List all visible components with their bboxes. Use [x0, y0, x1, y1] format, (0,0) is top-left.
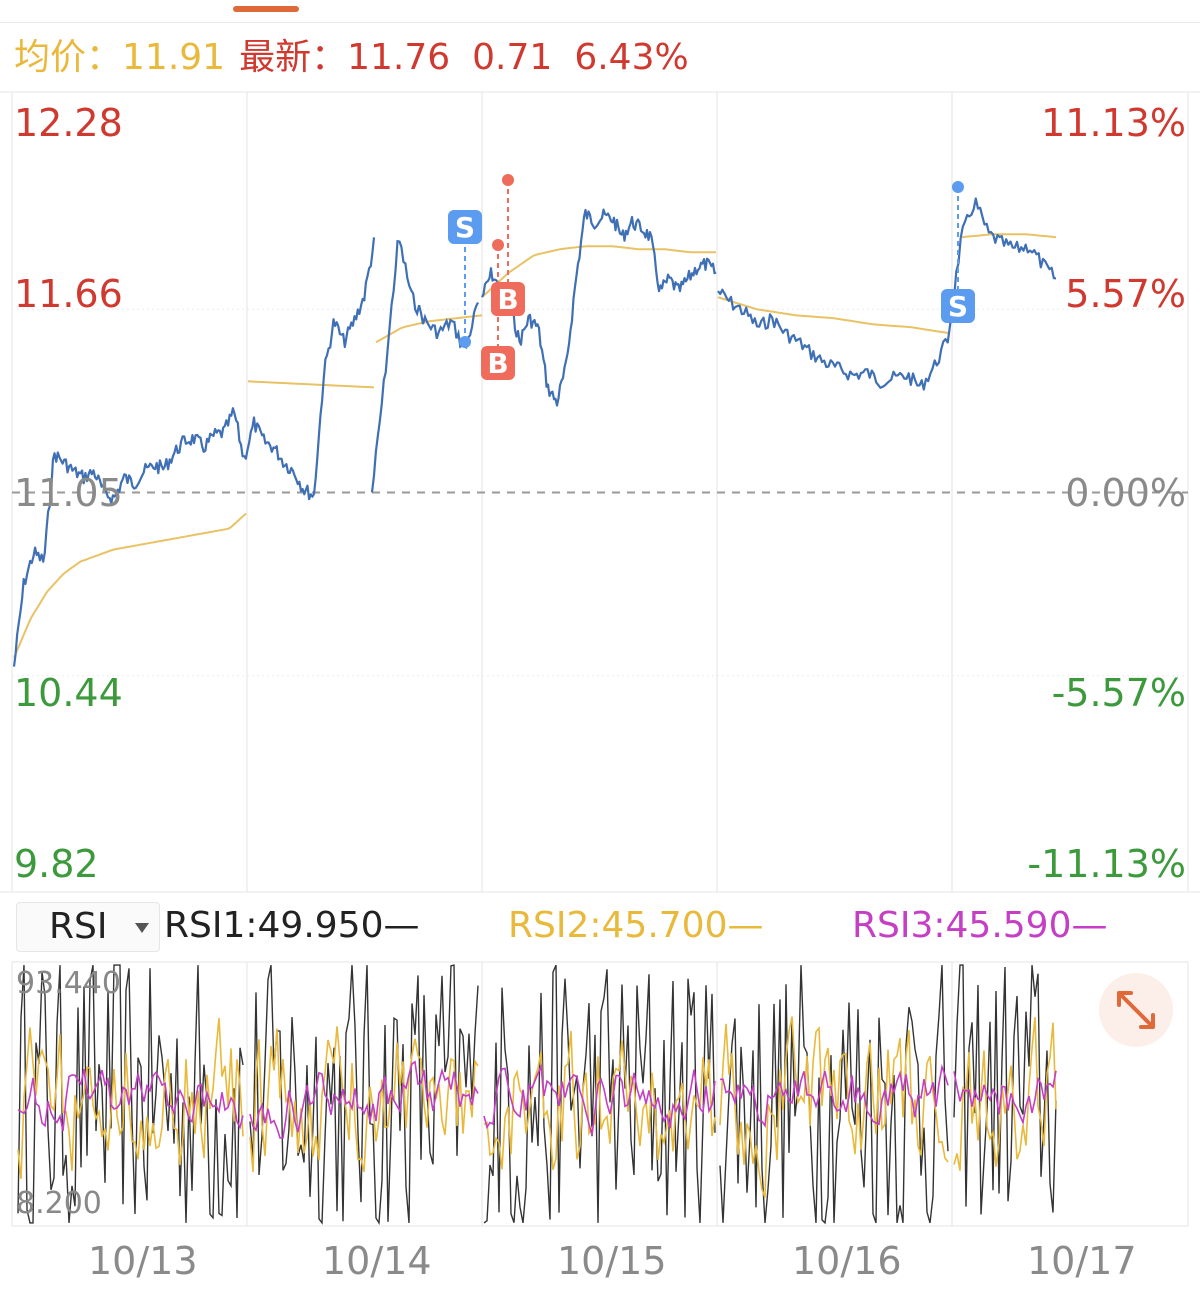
rsi1-line	[17, 964, 1057, 1226]
tab-indicator	[233, 6, 299, 12]
top-divider	[0, 22, 1200, 23]
trade-mark-dot-2	[502, 174, 514, 186]
y-left-tick-0: 12.28	[14, 101, 123, 145]
latest-price-value: 11.76	[347, 37, 451, 78]
rsi-chart[interactable]	[0, 952, 1200, 1252]
rsi-y-tick-min: 8.200	[16, 1186, 102, 1221]
trade-mark-dot-0	[459, 336, 471, 348]
y-left-tick-3: 10.44	[14, 671, 123, 715]
avg-price-value: 11.91	[122, 37, 226, 78]
trade-mark-label-1: B	[487, 347, 508, 380]
rsi1-legend: RSI1:49.950—	[164, 905, 420, 946]
y-right-tick-0: 11.13%	[1041, 101, 1186, 145]
trade-mark-badge-2[interactable]	[491, 282, 525, 316]
rsi-y-tick-max: 93.440	[16, 966, 121, 1001]
trade-mark-label-2: B	[497, 283, 518, 316]
y-right-tick-1: 5.57%	[1065, 272, 1186, 316]
price-change-percent: 6.43%	[574, 37, 689, 78]
avg-price-label: 均价：	[14, 37, 123, 78]
indicator-selector-label: RSI	[49, 906, 108, 947]
avg-line-10-14-early	[247, 380, 375, 389]
latest-price-label: 最新：	[239, 37, 348, 78]
y-left-tick-2: 11.05	[14, 471, 123, 515]
avg-line-10-15	[481, 245, 716, 298]
x-tick-4: 10/17	[1027, 1239, 1137, 1283]
rsi2-line	[17, 1016, 1057, 1198]
x-tick-3: 10/16	[792, 1239, 902, 1283]
avg-line-10-16-a	[717, 296, 951, 335]
trade-mark-dot-1	[492, 239, 504, 251]
x-tick-2: 10/15	[557, 1239, 667, 1283]
y-right-tick-3: -5.57%	[1051, 671, 1186, 715]
avg-line-10-13	[13, 512, 247, 659]
x-tick-0: 10/13	[88, 1239, 198, 1283]
x-tick-1: 10/14	[322, 1239, 432, 1283]
trade-mark-badge-0[interactable]	[448, 210, 482, 244]
avg-line-10-16-b	[961, 233, 1057, 239]
rsi3-line	[17, 1060, 1057, 1139]
y-left-tick-1: 11.66	[14, 272, 123, 316]
price-line-10-13	[12, 237, 376, 667]
avg-line-10-14-late	[375, 314, 483, 344]
rsi3-legend: RSI3:45.590—	[852, 905, 1108, 946]
price-change: 0.71	[472, 37, 553, 78]
price-line-10-15	[481, 208, 717, 407]
y-right-tick-4: -11.13%	[1027, 842, 1186, 886]
indicator-selector[interactable]: RSI	[16, 902, 160, 952]
rsi2-legend: RSI2:45.700—	[508, 905, 764, 946]
expand-button[interactable]	[1099, 973, 1173, 1047]
price-line-10-16	[717, 197, 1057, 391]
price-line-10-14-late	[370, 239, 479, 493]
chevron-down-icon	[135, 923, 149, 933]
trade-mark-label-0: S	[455, 211, 475, 244]
trade-mark-dot-3	[952, 181, 964, 193]
price-summary-header: 均价：11.91 最新：11.76 0.71 6.43%	[14, 34, 689, 82]
intraday-price-chart[interactable]: S BB S	[0, 0, 1200, 900]
expand-icon	[1117, 991, 1155, 1029]
y-left-tick-4: 9.82	[14, 842, 99, 886]
trade-mark-badge-1[interactable]	[481, 346, 515, 380]
trade-mark-label-3: S	[948, 290, 968, 323]
trade-mark-badge-3[interactable]	[941, 289, 975, 323]
y-right-tick-2: 0.00%	[1065, 471, 1186, 515]
